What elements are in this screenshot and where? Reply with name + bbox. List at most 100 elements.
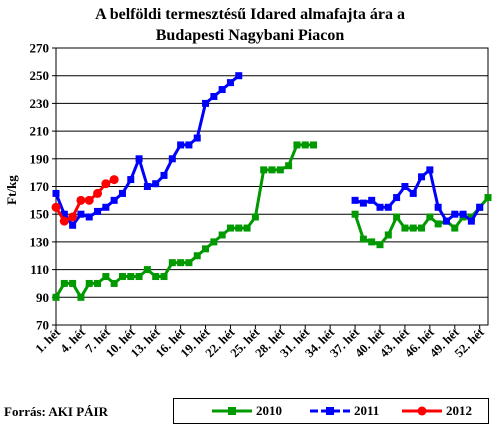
data-point-2010 [368, 238, 376, 246]
data-point-2011 [85, 213, 93, 221]
data-point-2012 [68, 212, 78, 222]
y-tick-label: 210 [30, 124, 50, 139]
data-point-2010 [202, 245, 210, 253]
data-point-2012 [93, 188, 103, 198]
series-layer [51, 72, 492, 301]
chart-title: A belföldi termesztésű Idared almafajta … [0, 4, 500, 46]
data-point-2011 [401, 183, 409, 190]
legend: 2010 2011 2012 [173, 398, 489, 424]
data-point-2010 [426, 213, 434, 221]
data-point-2011 [442, 217, 450, 225]
y-tick-label: 170 [30, 179, 50, 194]
data-point-2010 [401, 224, 409, 232]
y-tick-label: 190 [30, 151, 50, 166]
data-point-2011 [110, 196, 118, 204]
data-point-2011 [426, 166, 434, 174]
legend-swatch-2012 [402, 406, 442, 416]
x-tick-label: 52. hét [452, 325, 488, 361]
chart-title-line-1: A belföldi termesztésű Idared almafajta … [95, 6, 405, 23]
data-point-2010 [226, 224, 234, 232]
data-point-2011 [135, 155, 143, 163]
data-point-2011 [168, 155, 176, 163]
data-point-2010 [127, 273, 135, 281]
series-line-2011 [354, 168, 481, 223]
data-point-2011 [393, 194, 401, 202]
y-tick-label: 110 [30, 262, 49, 277]
y-tick-label: 270 [30, 41, 50, 56]
data-point-2012 [109, 175, 119, 185]
data-point-2010 [285, 162, 293, 170]
data-point-2011 [226, 79, 234, 87]
data-point-2011 [160, 171, 168, 179]
series-2012 [51, 175, 119, 226]
data-point-2010 [94, 279, 102, 287]
data-point-2011 [152, 180, 160, 188]
y-tick-label: 250 [30, 68, 50, 83]
data-point-2012 [76, 195, 86, 205]
data-point-2011 [459, 210, 467, 218]
series-2010 [52, 141, 492, 301]
data-point-2011 [235, 72, 243, 80]
data-point-2010 [293, 141, 301, 149]
source-note: Forrás: AKI PÁIR [4, 404, 108, 419]
data-point-2011 [102, 203, 110, 211]
data-point-2011 [202, 99, 210, 107]
data-point-2011 [77, 210, 85, 218]
data-point-2010 [210, 238, 218, 246]
data-point-2010 [451, 224, 459, 232]
data-point-2011 [351, 196, 359, 204]
data-point-2010 [268, 166, 276, 174]
data-point-2010 [193, 252, 201, 260]
data-point-2011 [409, 189, 417, 197]
data-point-2011 [418, 173, 426, 181]
data-point-2010 [467, 213, 475, 221]
data-point-2010 [69, 279, 77, 287]
legend-swatch-2010 [212, 407, 252, 415]
data-point-2011 [127, 176, 135, 184]
data-point-2011 [467, 217, 475, 225]
data-point-2010 [168, 259, 176, 267]
gridlines [56, 75, 488, 298]
data-point-2010 [152, 273, 160, 281]
data-point-2012 [101, 179, 111, 189]
data-point-2010 [110, 279, 118, 287]
data-point-2012 [59, 216, 69, 226]
data-point-2011 [185, 141, 193, 149]
data-point-2011 [69, 221, 77, 229]
data-point-2010 [409, 224, 417, 232]
data-point-2011 [60, 210, 68, 218]
data-point-2010 [301, 141, 309, 149]
data-point-2011 [52, 189, 60, 197]
y-tick-label: 90 [36, 290, 49, 305]
data-point-2011 [359, 199, 367, 207]
legend-label-2012: 2012 [446, 403, 472, 418]
data-point-2010 [185, 259, 193, 267]
data-point-2011 [210, 92, 218, 100]
legend-swatch-2011 [310, 407, 350, 415]
data-point-2011 [118, 189, 126, 197]
data-point-2011 [368, 196, 376, 204]
data-point-2011 [451, 210, 459, 218]
data-point-2010 [351, 210, 359, 218]
data-point-2010 [52, 293, 60, 301]
data-point-2010 [310, 141, 318, 149]
data-point-2011 [384, 203, 392, 211]
data-point-2011 [476, 203, 484, 211]
data-point-2010 [135, 273, 143, 281]
data-point-2010 [60, 279, 68, 287]
data-point-2012 [84, 195, 94, 205]
y-axis-label: Ft/kg [4, 175, 19, 205]
data-point-2011 [193, 134, 201, 142]
y-tick-label: 130 [30, 234, 50, 249]
data-point-2010 [418, 224, 426, 232]
legend-label-2011: 2011 [354, 403, 380, 418]
y-tick-label: 230 [30, 96, 50, 111]
data-point-2010 [276, 166, 284, 174]
data-point-2010 [77, 293, 85, 301]
data-point-2010 [235, 224, 243, 232]
data-point-2011 [177, 141, 185, 149]
data-point-2010 [376, 241, 384, 249]
data-point-2011 [218, 86, 226, 94]
data-point-2010 [484, 194, 492, 202]
